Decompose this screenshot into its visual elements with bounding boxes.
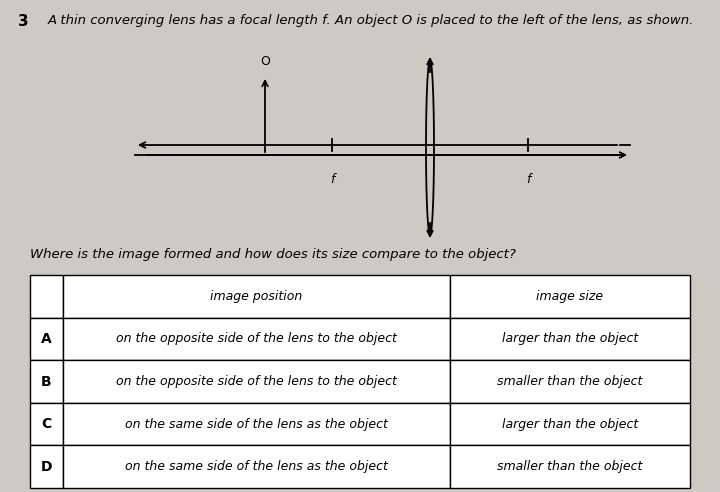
Text: A thin converging lens has a focal length f. An object O is placed to the left o: A thin converging lens has a focal lengt…: [48, 14, 694, 27]
Bar: [30, 318, 63, 360]
Bar: [30, 403, 63, 445]
Text: D: D: [41, 460, 53, 474]
Text: larger than the object: larger than the object: [502, 333, 638, 345]
Text: on the same side of the lens as the object: on the same side of the lens as the obje…: [125, 460, 388, 473]
Text: on the same side of the lens as the object: on the same side of the lens as the obje…: [125, 418, 388, 430]
Bar: [63, 445, 450, 488]
Text: A: A: [41, 332, 52, 346]
Bar: [450, 275, 690, 318]
Text: larger than the object: larger than the object: [502, 418, 638, 430]
Text: smaller than the object: smaller than the object: [498, 375, 643, 388]
Bar: [450, 403, 690, 445]
Bar: [63, 318, 450, 360]
Bar: [63, 360, 450, 403]
Text: on the opposite side of the lens to the object: on the opposite side of the lens to the …: [116, 333, 397, 345]
Bar: [30, 360, 63, 403]
Bar: [30, 275, 63, 318]
Bar: [450, 318, 690, 360]
Bar: [30, 445, 63, 488]
Text: smaller than the object: smaller than the object: [498, 460, 643, 473]
Text: B: B: [41, 374, 52, 389]
Text: Where is the image formed and how does its size compare to the object?: Where is the image formed and how does i…: [30, 248, 516, 261]
Text: on the opposite side of the lens to the object: on the opposite side of the lens to the …: [116, 375, 397, 388]
Bar: [450, 360, 690, 403]
Text: 3: 3: [18, 14, 29, 29]
Text: O: O: [260, 55, 270, 68]
Text: image size: image size: [536, 290, 603, 303]
Bar: [63, 403, 450, 445]
Text: image position: image position: [210, 290, 302, 303]
Text: C: C: [41, 417, 52, 431]
Bar: [63, 275, 450, 318]
Text: f: f: [330, 173, 334, 186]
Bar: [450, 445, 690, 488]
Text: f: f: [526, 173, 530, 186]
